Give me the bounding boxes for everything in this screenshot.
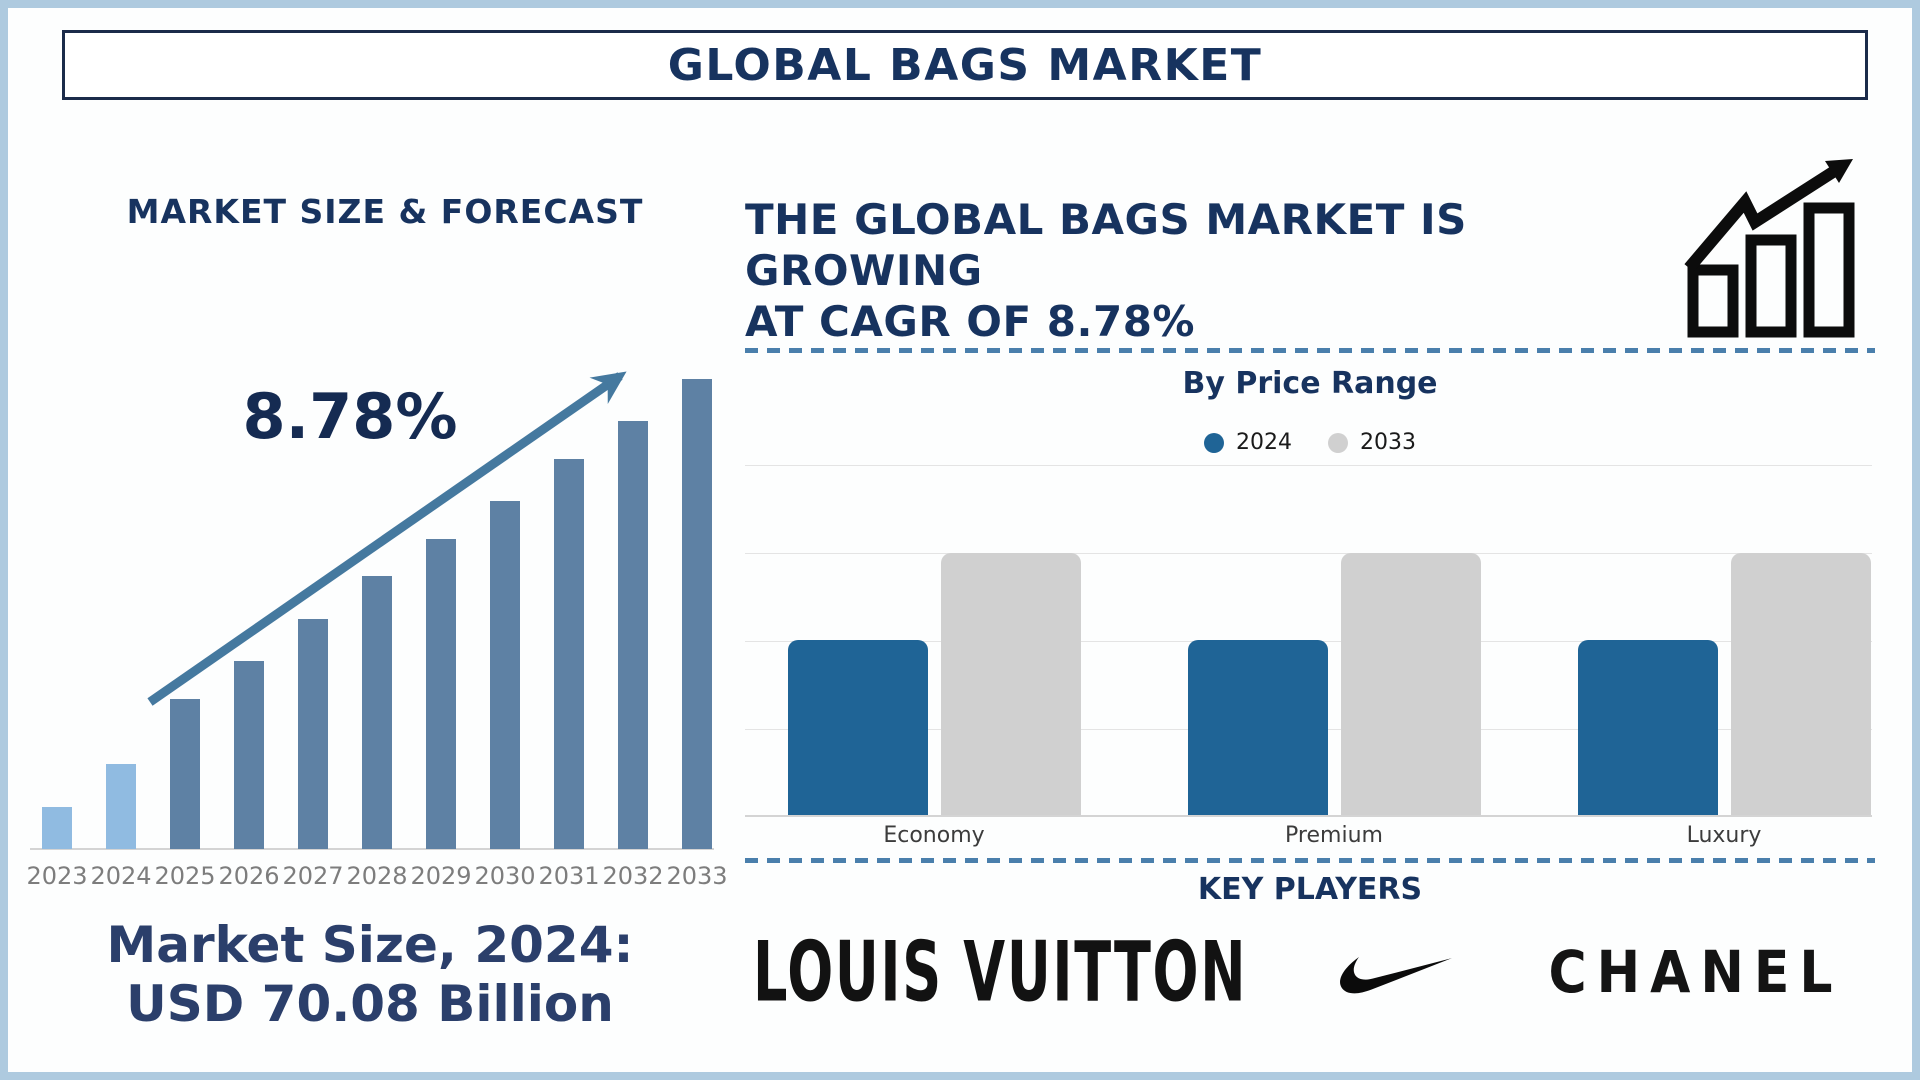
key-players-title: KEY PLAYERS (1197, 872, 1423, 907)
year-label-2032: 2032 (602, 862, 664, 890)
legend-label-2033: 2033 (1360, 430, 1416, 455)
chanel-wordmark: CHANEL (1548, 939, 1843, 1007)
title-box: GLOBAL BAGS MARKET (62, 30, 1868, 100)
market-size-footer-line1: Market Size, 2024: (106, 916, 634, 974)
year-label-2024: 2024 (90, 862, 152, 890)
forecast-bar-2027 (298, 619, 328, 849)
forecast-bar-2024 (106, 764, 136, 849)
dashed-separator-bottom (745, 858, 1875, 863)
category-label-premium: Premium (1285, 823, 1383, 848)
growth-statement-line1: THE GLOBAL BAGS MARKET IS GROWING (745, 195, 1467, 296)
forecast-bar-2030 (490, 501, 520, 849)
legend-item-2033: 2033 (1328, 430, 1416, 455)
growth-statement: THE GLOBAL BAGS MARKET IS GROWING AT CAG… (745, 194, 1705, 348)
price-range-chart: Economy Premium Luxury (745, 460, 1875, 848)
louis-vuitton-logo: LOUIS VUITTON (753, 924, 1246, 1020)
forecast-bar-2031 (554, 459, 584, 849)
market-size-forecast-heading: MARKET SIZE & FORECAST (126, 192, 644, 231)
year-label-2025: 2025 (154, 862, 216, 890)
market-size-footer-line2: USD 70.08 Billion (126, 975, 614, 1033)
legend-dot-2033-icon (1328, 432, 1348, 453)
year-label-2030: 2030 (474, 862, 536, 890)
price-bar-economy-2024 (788, 640, 928, 815)
year-label-2023: 2023 (26, 862, 88, 890)
category-label-economy: Economy (883, 823, 985, 848)
year-label-2026: 2026 (218, 862, 280, 890)
year-label-2028: 2028 (346, 862, 408, 890)
forecast-bar-2029 (426, 539, 456, 849)
price-bar-luxury-2033 (1731, 553, 1871, 815)
market-size-forecast-chart (30, 371, 714, 850)
louis-vuitton-wordmark: LOUIS VUITTON (753, 923, 1248, 1021)
year-label-2031: 2031 (538, 862, 600, 890)
year-label-2029: 2029 (410, 862, 472, 890)
forecast-bar-2025 (170, 699, 200, 849)
page-title: GLOBAL BAGS MARKET (667, 39, 1263, 91)
market-size-footer: Market Size, 2024: USD 70.08 Billion (70, 916, 670, 1034)
price-bar-premium-2033 (1341, 553, 1481, 815)
forecast-bar-2026 (234, 661, 264, 849)
forecast-bar-2028 (362, 576, 392, 849)
nike-swoosh-icon (1340, 957, 1452, 994)
gridline (745, 465, 1872, 466)
growth-chart-icon (1684, 159, 1855, 338)
trend-arrow (147, 371, 627, 706)
legend-label-2024: 2024 (1236, 430, 1292, 455)
baseline-axis (745, 815, 1872, 817)
cagr-annotation: 8.78% (242, 380, 458, 453)
forecast-bar-2033 (682, 379, 712, 849)
forecast-bars (42, 379, 712, 849)
growth-statement-line2: AT CAGR OF 8.78% (745, 297, 1196, 347)
price-range-title: By Price Range (1182, 366, 1438, 401)
dashed-separator-top (745, 348, 1875, 353)
price-bar-economy-2033 (941, 553, 1081, 815)
chanel-logo: CHANEL (1513, 933, 1878, 1013)
legend-dot-2024-icon (1204, 432, 1224, 453)
legend-item-2024: 2024 (1204, 430, 1292, 455)
gridline (745, 553, 1872, 554)
forecast-bar-2023 (42, 807, 72, 849)
price-range-legend: 2024 2033 (745, 430, 1875, 455)
year-label-2033: 2033 (666, 862, 728, 890)
year-label-2027: 2027 (282, 862, 344, 890)
forecast-bar-2032 (618, 421, 648, 849)
price-bar-luxury-2024 (1578, 640, 1718, 815)
category-label-luxury: Luxury (1686, 823, 1762, 848)
price-bar-premium-2024 (1188, 640, 1328, 815)
year-axis-labels: 2023 2024 2025 2026 2027 2028 2029 2030 2031 2032… (25, 862, 729, 890)
